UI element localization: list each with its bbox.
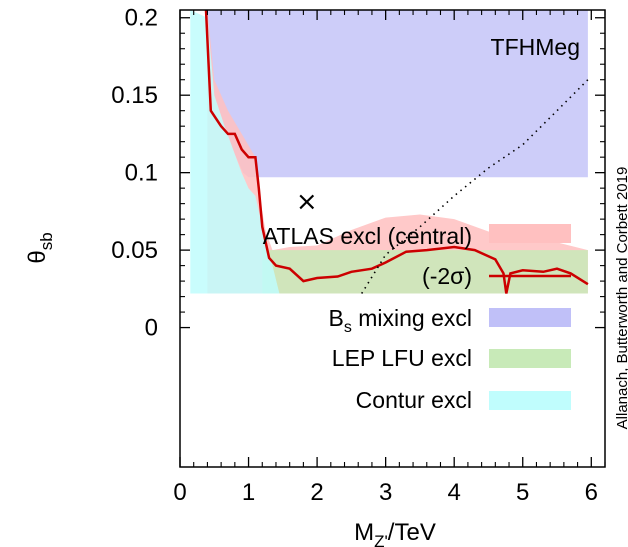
legend-label-bs-mixing: Bs mixing excl (329, 305, 473, 336)
plot-border (179, 9, 606, 468)
x-tick-label: 6 (585, 479, 598, 506)
legend-label-contur: Contur excl (356, 387, 472, 413)
legend-label-atlas: ATLAS excl (central) (263, 223, 472, 249)
contur-band (190, 10, 280, 294)
bands-layer (190, 10, 588, 294)
lep-band (262, 250, 588, 294)
x-tick-label: 4 (448, 479, 461, 506)
bs-mixing-band (207, 10, 588, 178)
x-tick-label: 0 (173, 479, 186, 506)
legend-item-lep: LEP LFU excl (332, 345, 571, 371)
legend-item-bs-mixing: Bs mixing excl (329, 305, 571, 336)
credit-text: Allanach, Butterworth and Corbett 2019 (614, 167, 628, 430)
y-tick-label: 0 (145, 315, 158, 342)
y-tick-label: 0.05 (111, 237, 158, 264)
plot-frame (179, 9, 606, 468)
y-label-sub: sb (37, 232, 56, 250)
svg-text:θsb: θsb (24, 232, 56, 263)
y-tick-label: 0.2 (125, 5, 158, 32)
legend: ATLAS excl (central) (-2σ) Bs mixing exc… (263, 223, 571, 413)
benchmark-marker: × (296, 187, 318, 217)
legend-label-lep: LEP LFU excl (332, 345, 472, 371)
x-label-unit: /TeV (388, 519, 436, 546)
legend-swatch-lep (489, 349, 571, 368)
x-label-sub: Z' (374, 532, 388, 547)
model-annotation: TFHMeg (491, 34, 580, 60)
legend-label-minus2sigma: (-2σ) (422, 263, 472, 289)
x-axis-label: MZ'/TeV (354, 519, 436, 547)
svg-text:MZ'/TeV: MZ'/TeV (354, 519, 436, 547)
legend-item-minus2sigma: (-2σ) (422, 263, 571, 289)
x-tick-label: 2 (310, 479, 323, 506)
legend-swatch-bs-mixing (489, 308, 571, 327)
legend-item-atlas: ATLAS excl (central) (263, 223, 571, 249)
x-label-main: M (354, 519, 374, 546)
x-tick-label: 1 (242, 479, 255, 506)
legend-swatch-contur (489, 391, 571, 410)
y-axis-label: θsb (24, 232, 56, 263)
y-tick-label: 0.15 (111, 82, 158, 109)
legend-swatch-atlas (489, 224, 571, 243)
legend-item-contur: Contur excl (356, 387, 571, 413)
x-tick-label: 3 (379, 479, 392, 506)
y-tick-label: 0.1 (125, 160, 158, 187)
ticks-layer: 0 1 2 3 4 5 6 0 0.05 0.1 0.15 0.2 (111, 5, 606, 506)
x-tick-label: 5 (516, 479, 529, 506)
y-label-main: θ (24, 250, 51, 263)
